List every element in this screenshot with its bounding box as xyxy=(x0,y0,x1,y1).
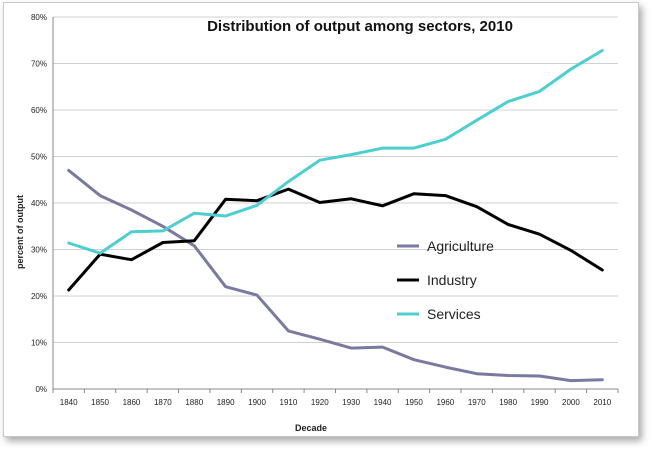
y-tick-label: 30% xyxy=(31,246,47,255)
chart-title: Distribution of output among sectors, 20… xyxy=(207,18,513,35)
x-tick-label: 2000 xyxy=(562,398,580,407)
x-tick-label: 1880 xyxy=(185,398,203,407)
x-tick-label: 1870 xyxy=(154,398,172,407)
x-tick-label: 1920 xyxy=(311,398,329,407)
x-tick-label: 1950 xyxy=(405,398,423,407)
x-tick-label: 1850 xyxy=(91,398,109,407)
y-tick-label: 50% xyxy=(31,153,47,162)
y-tick-label: 10% xyxy=(31,339,47,348)
x-tick-label: 1890 xyxy=(217,398,235,407)
legend-label-agriculture: Agriculture xyxy=(427,238,494,254)
y-tick-label: 80% xyxy=(31,13,47,22)
x-tick-label: 1840 xyxy=(60,398,78,407)
y-tick-label: 70% xyxy=(31,60,47,69)
x-tick-label: 1980 xyxy=(499,398,517,407)
x-tick-label: 1990 xyxy=(531,398,549,407)
x-tick-label: 2010 xyxy=(593,398,611,407)
x-tick-label: 1930 xyxy=(342,398,360,407)
x-tick-label: 1860 xyxy=(123,398,141,407)
series-line-services xyxy=(67,49,604,255)
y-tick-label: 40% xyxy=(31,199,47,208)
line-chart: Distribution of output among sectors, 20… xyxy=(15,13,619,433)
y-tick-label: 0% xyxy=(35,385,47,394)
y-tick-label: 20% xyxy=(31,292,47,301)
series-line-industry xyxy=(67,187,604,292)
x-axis-label: Decade xyxy=(295,423,327,433)
x-tick-label: 1940 xyxy=(374,398,392,407)
series-line-agriculture xyxy=(67,168,604,383)
x-tick-label: 1900 xyxy=(248,398,266,407)
legend-label-services: Services xyxy=(427,306,481,322)
legend-label-industry: Industry xyxy=(427,272,477,288)
x-tick-label: 1970 xyxy=(468,398,486,407)
x-tick-label: 1910 xyxy=(280,398,298,407)
x-tick-label: 1960 xyxy=(436,398,454,407)
chart-frame: Distribution of output among sectors, 20… xyxy=(3,2,639,437)
y-axis-label: percent of output xyxy=(15,195,25,269)
y-tick-label: 60% xyxy=(31,106,47,115)
